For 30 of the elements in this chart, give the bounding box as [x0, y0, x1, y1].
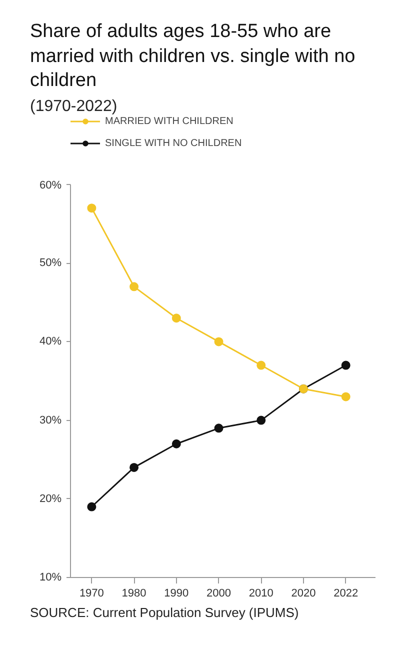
point [341, 392, 350, 402]
y-tick-label: 40% [39, 336, 62, 348]
point [172, 314, 181, 323]
source-note: SOURCE: Current Population Survey (IPUMS) [30, 604, 299, 622]
x-tick-label: 2022 [334, 588, 358, 600]
x-tick-label: 1980 [122, 588, 146, 600]
point [130, 282, 139, 292]
point [214, 337, 224, 346]
y-tick-label: 50% [39, 257, 62, 270]
point [87, 204, 96, 213]
chart-subtitle: (1970-2022) [30, 98, 118, 116]
legend-label: SINGLE WITH NO CHILDREN [105, 137, 242, 149]
x-tick-label: 1970 [79, 588, 104, 600]
chart-title: Share of adults ages 18-55 who are married with children vs. single with no children [30, 20, 356, 94]
point [87, 502, 96, 512]
x-tick-label: 2010 [248, 588, 274, 600]
point [214, 424, 224, 433]
point [172, 439, 181, 448]
y-tick-label: 60% [39, 180, 62, 192]
x-tick-label: 1990 [164, 588, 189, 600]
x-tick-label: 2020 [291, 588, 316, 600]
y-tick-label: 30% [39, 414, 62, 426]
y-tick-label: 10% [39, 572, 62, 584]
legend-label: MARRIED WITH CHILDREN [105, 115, 234, 127]
point [256, 416, 266, 425]
x-tick-label: 2000 [206, 588, 232, 600]
point [130, 462, 139, 472]
point [256, 360, 266, 370]
point [341, 360, 350, 370]
y-tick-label: 20% [39, 492, 62, 505]
